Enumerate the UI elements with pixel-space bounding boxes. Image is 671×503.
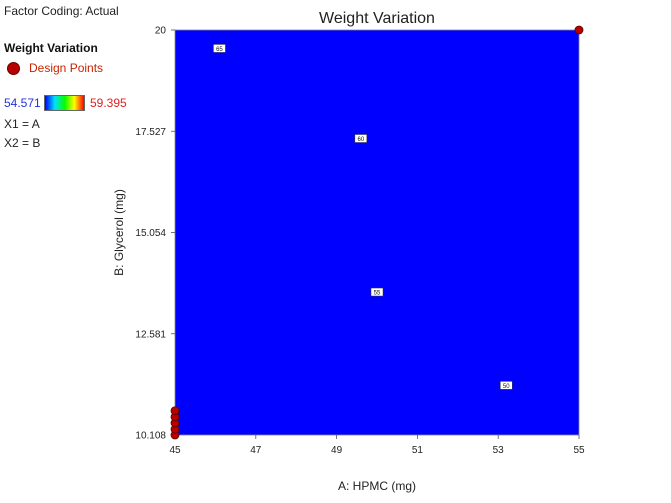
y-tick-label: 12.581 (135, 329, 166, 340)
design-point (170, 406, 180, 416)
plot-area (175, 30, 579, 435)
x-tick-label: 47 (250, 445, 262, 456)
chart-title: Weight Variation (319, 10, 435, 27)
color-scale-min: 54.571 (4, 96, 41, 110)
y-tick-label: 17.527 (135, 127, 166, 138)
contour-label-box-55 (370, 287, 384, 297)
contour-label-55: 55 (374, 291, 381, 297)
design-points-label: Design Points (29, 61, 104, 75)
contour-label-box-60 (354, 134, 368, 143)
x-tick-label: 45 (169, 445, 181, 456)
y-tick-label: 15.054 (135, 228, 166, 239)
factor-x2-mapping: X2 = B (4, 136, 41, 150)
contour-label-60: 60 (357, 137, 364, 143)
color-scale: 54.571 59.395 (4, 95, 127, 111)
contour-label-box-50 (500, 381, 513, 390)
x-tick-label: 55 (573, 445, 585, 456)
x-axis-label: A: HPMC (mg) (338, 479, 416, 493)
design-point (574, 25, 584, 35)
color-scale-bar (44, 95, 85, 111)
contour-label-65: 65 (216, 47, 223, 53)
x-tick-label: 51 (412, 445, 424, 456)
factor-x1-mapping: X1 = A (4, 117, 40, 131)
contour-label-50: 50 (503, 384, 510, 390)
y-tick-label: 20 (155, 26, 167, 37)
y-axis-label: B: Glycerol (mg) (112, 189, 126, 276)
design-point-icon (7, 61, 20, 75)
legend-design-points: Design Points (7, 60, 103, 76)
x-tick-label: 49 (331, 445, 343, 456)
legend-response-title: Weight Variation (4, 41, 98, 55)
y-tick-label: 10.108 (135, 431, 166, 442)
contour-label-box-65 (213, 44, 226, 53)
x-tick-label: 53 (493, 445, 505, 456)
factor-coding-label: Factor Coding: Actual (4, 4, 119, 18)
color-scale-max: 59.395 (90, 96, 127, 110)
